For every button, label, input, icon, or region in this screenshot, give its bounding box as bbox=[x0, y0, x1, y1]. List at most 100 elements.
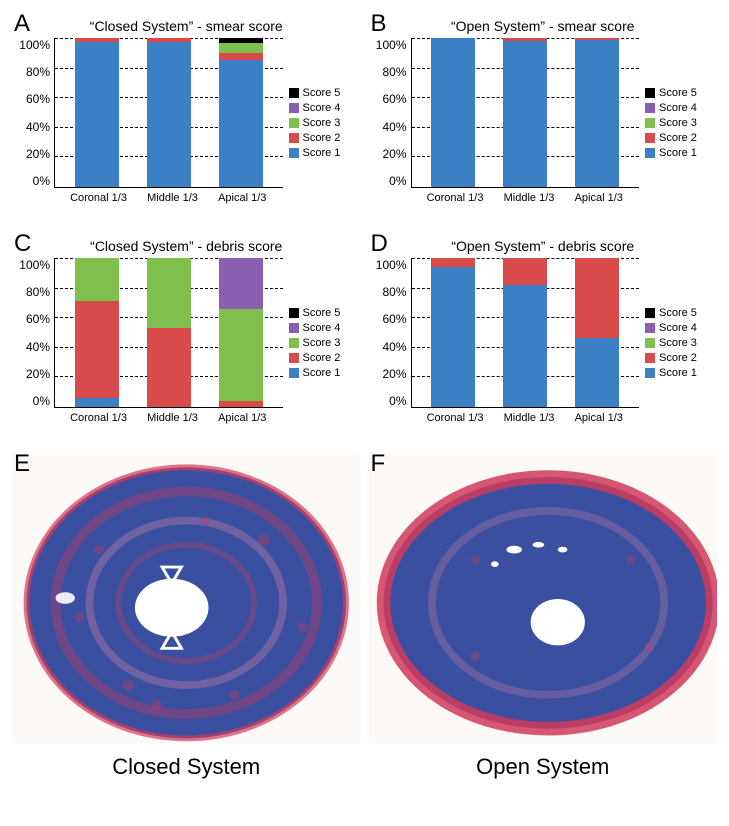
panel-D: D “Open System” - debris score 100% 80% 60%… bbox=[365, 228, 722, 448]
legend-label: Score 5 bbox=[659, 87, 697, 99]
bar bbox=[147, 38, 191, 187]
legend-swatch bbox=[289, 148, 299, 158]
legend-item: Score 3 bbox=[289, 117, 359, 129]
legend-swatch bbox=[645, 323, 655, 333]
bar-segment bbox=[219, 401, 263, 407]
row-2: C “Closed System” - debris score100%80%6… bbox=[8, 228, 721, 448]
legend-swatch bbox=[289, 103, 299, 113]
x-tick-label: Apical 1/3 bbox=[575, 412, 623, 424]
chart-body: 100%80%60%40%20%0%Coronal 1/3Middle 1/3A… bbox=[14, 38, 359, 208]
x-tick-label: Coronal 1/3 bbox=[70, 192, 127, 204]
y-tick-label: 20% bbox=[26, 147, 50, 161]
legend-label: Score 2 bbox=[303, 132, 341, 144]
legend-item: Score 5 bbox=[289, 307, 359, 319]
bar-segment bbox=[219, 43, 263, 53]
bar bbox=[431, 38, 475, 187]
legend-label: Score 3 bbox=[659, 117, 697, 129]
bar bbox=[503, 258, 547, 407]
bar-segment bbox=[431, 38, 475, 187]
bar-segment bbox=[219, 60, 263, 187]
legend-item: Score 1 bbox=[289, 367, 359, 379]
legend-swatch bbox=[289, 323, 299, 333]
chart-title: “Open System” - debris score bbox=[371, 238, 716, 254]
legend-swatch bbox=[289, 353, 299, 363]
legend-item: Score 4 bbox=[645, 102, 715, 114]
bar-segment bbox=[147, 42, 191, 187]
panel-A: A “Closed System” - smear score 100%80%60… bbox=[8, 8, 365, 228]
legend-label: Score 4 bbox=[303, 322, 341, 334]
legend-item: Score 3 bbox=[289, 337, 359, 349]
bar-segment bbox=[503, 285, 547, 407]
y-tick-label: 60% bbox=[382, 312, 406, 326]
legend-item: Score 2 bbox=[645, 132, 715, 144]
bar bbox=[75, 38, 119, 187]
y-tick-label: 100% bbox=[376, 258, 407, 272]
bar-segment bbox=[75, 42, 119, 187]
legend-swatch bbox=[645, 103, 655, 113]
bar-segment bbox=[575, 338, 619, 407]
x-tick-label: Middle 1/3 bbox=[147, 192, 198, 204]
x-labels: Coronal 1/3Middle 1/3Apical 1/3 bbox=[411, 408, 640, 424]
legend-label: Score 1 bbox=[303, 367, 341, 379]
legend-item: Score 5 bbox=[289, 87, 359, 99]
y-tick-label: 80% bbox=[382, 285, 406, 299]
y-tick-label: 0% bbox=[389, 394, 406, 408]
legend-swatch bbox=[289, 88, 299, 98]
bar-segment bbox=[147, 328, 191, 407]
panel-label-D: D bbox=[371, 230, 388, 258]
bar-segment bbox=[219, 309, 263, 401]
legend-label: Score 3 bbox=[303, 117, 341, 129]
chart-body: 100%80%60%40%20%0%Coronal 1/3Middle 1/3A… bbox=[14, 258, 359, 428]
plot-area bbox=[54, 38, 283, 188]
y-axis: 100%80%60%40%20%0% bbox=[14, 258, 54, 408]
plot-area bbox=[54, 258, 283, 408]
panel-B: B “Open System” - smear score100%80%60%4… bbox=[365, 8, 722, 228]
legend-label: Score 4 bbox=[659, 322, 697, 334]
bar bbox=[219, 38, 263, 187]
legend-swatch bbox=[645, 88, 655, 98]
legend-item: Score 5 bbox=[645, 307, 715, 319]
bar-segment bbox=[431, 258, 475, 267]
bar-segment bbox=[219, 53, 263, 60]
legend-label: Score 5 bbox=[303, 307, 341, 319]
bar-segment bbox=[503, 41, 547, 187]
legend-label: Score 5 bbox=[303, 87, 341, 99]
plot-wrap: Coronal 1/3Middle 1/3Apical 1/3 bbox=[54, 38, 283, 208]
legend-swatch bbox=[645, 133, 655, 143]
bar bbox=[219, 258, 263, 407]
y-axis: 100%80%60%40%20%0% bbox=[14, 38, 54, 188]
chart-title: “Closed System” - smear score bbox=[14, 18, 359, 34]
y-tick-label: 80% bbox=[26, 65, 50, 79]
row-1: A “Closed System” - smear score 100%80%60… bbox=[8, 8, 721, 228]
histology-open bbox=[369, 452, 718, 744]
legend-item: Score 5 bbox=[645, 87, 715, 99]
legend-item: Score 1 bbox=[289, 147, 359, 159]
y-tick-label: 0% bbox=[389, 174, 406, 188]
bars bbox=[412, 38, 640, 187]
legend: Score 5Score 4Score 3Score 2Score 1 bbox=[639, 38, 715, 208]
bars bbox=[412, 258, 640, 407]
panel-label-E: E bbox=[14, 450, 30, 478]
x-tick-label: Coronal 1/3 bbox=[427, 192, 484, 204]
panel-label-B: B bbox=[371, 10, 387, 38]
bar-segment bbox=[75, 398, 119, 407]
legend-item: Score 3 bbox=[645, 117, 715, 129]
chart-title: “Open System” - smear score bbox=[371, 18, 716, 34]
bar-segment bbox=[431, 267, 475, 407]
plot-wrap: Coronal 1/3Middle 1/3Apical 1/3 bbox=[411, 38, 640, 208]
legend-label: Score 4 bbox=[659, 102, 697, 114]
legend: Score 5 Score 4 Score 3 Score 2 Score 1 bbox=[283, 38, 359, 208]
caption-open: Open System bbox=[365, 754, 722, 780]
y-tick-label: 20% bbox=[382, 147, 406, 161]
histology-closed bbox=[12, 452, 361, 744]
y-tick-label: 80% bbox=[26, 285, 50, 299]
caption-closed: Closed System bbox=[8, 754, 365, 780]
chart-body: 100%80%60%40%20%0%Coronal 1/3Middle 1/3A… bbox=[371, 258, 716, 428]
bar-segment bbox=[219, 258, 263, 309]
y-tick-label: 80% bbox=[382, 65, 406, 79]
y-tick-label: 100% bbox=[376, 38, 407, 52]
bar bbox=[75, 258, 119, 407]
panel-label-A: A bbox=[14, 10, 30, 38]
legend-label: Score 4 bbox=[303, 102, 341, 114]
legend-item: Score 3 bbox=[645, 337, 715, 349]
